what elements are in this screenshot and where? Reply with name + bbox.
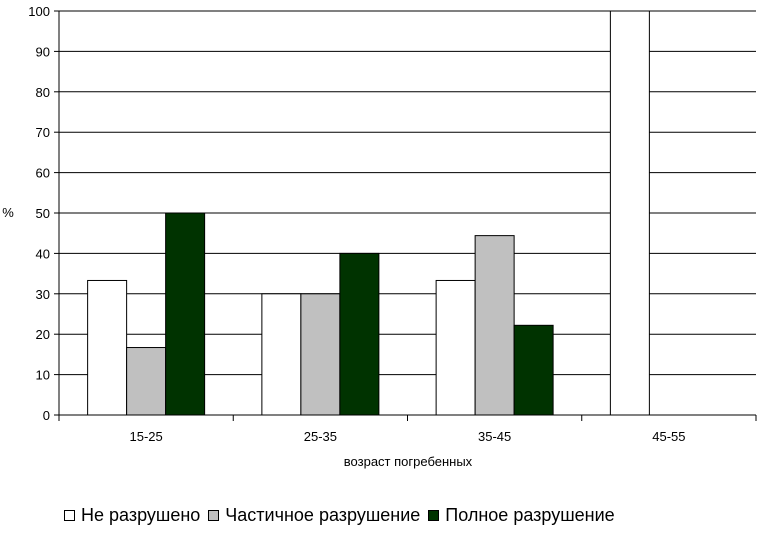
y-tick-labels: 0 10 20 30 40 50 60 70 80 90 100 xyxy=(28,4,50,423)
legend-swatch xyxy=(208,510,220,521)
y-tick-label: 10 xyxy=(36,368,50,383)
x-tick-label: 25-35 xyxy=(304,429,337,444)
legend-label: Не разрушено xyxy=(81,505,201,525)
y-axis-title: % xyxy=(2,205,14,220)
bar xyxy=(474,235,515,416)
x-axis-title: возраст погребенных xyxy=(344,454,473,469)
y-tick-label: 90 xyxy=(36,44,50,59)
y-tick-label: 60 xyxy=(36,166,50,181)
y-tick-label: 20 xyxy=(36,327,50,342)
legend-swatch xyxy=(64,510,75,521)
y-tick-label: 100 xyxy=(28,4,50,19)
bar xyxy=(339,252,380,416)
bar xyxy=(435,279,476,416)
bar xyxy=(165,212,206,416)
bar xyxy=(87,279,128,416)
bar xyxy=(300,293,341,416)
x-tick-label: 15-25 xyxy=(130,429,163,444)
legend-item-not-destroyed: Не разрушено xyxy=(64,505,200,526)
y-tick-label: 50 xyxy=(36,206,50,221)
x-tick-label: 35-45 xyxy=(478,429,511,444)
y-tick-label: 0 xyxy=(43,408,50,423)
y-tick-label: 30 xyxy=(36,287,50,302)
legend: Не разрушено Частичное разрушение Полное… xyxy=(64,505,623,526)
axes xyxy=(58,11,757,421)
legend-label: Полное разрушение xyxy=(445,505,615,525)
legend-item-partial-destruction: Частичное разрушение xyxy=(208,505,420,526)
y-tick-label: 40 xyxy=(36,246,50,261)
legend-swatch xyxy=(428,510,440,521)
bars xyxy=(87,10,650,416)
bar xyxy=(609,10,650,416)
x-tick-labels: 15-25 25-35 35-45 45-55 xyxy=(130,429,686,444)
bar xyxy=(261,293,302,416)
legend-label: Частичное разрушение xyxy=(225,505,421,525)
y-tick-label: 80 xyxy=(36,85,50,100)
legend-item-full-destruction: Полное разрушение xyxy=(428,505,615,526)
x-tick-label: 45-55 xyxy=(652,429,685,444)
bar xyxy=(126,347,167,416)
bar xyxy=(513,324,554,416)
y-tick-label: 70 xyxy=(36,125,50,140)
